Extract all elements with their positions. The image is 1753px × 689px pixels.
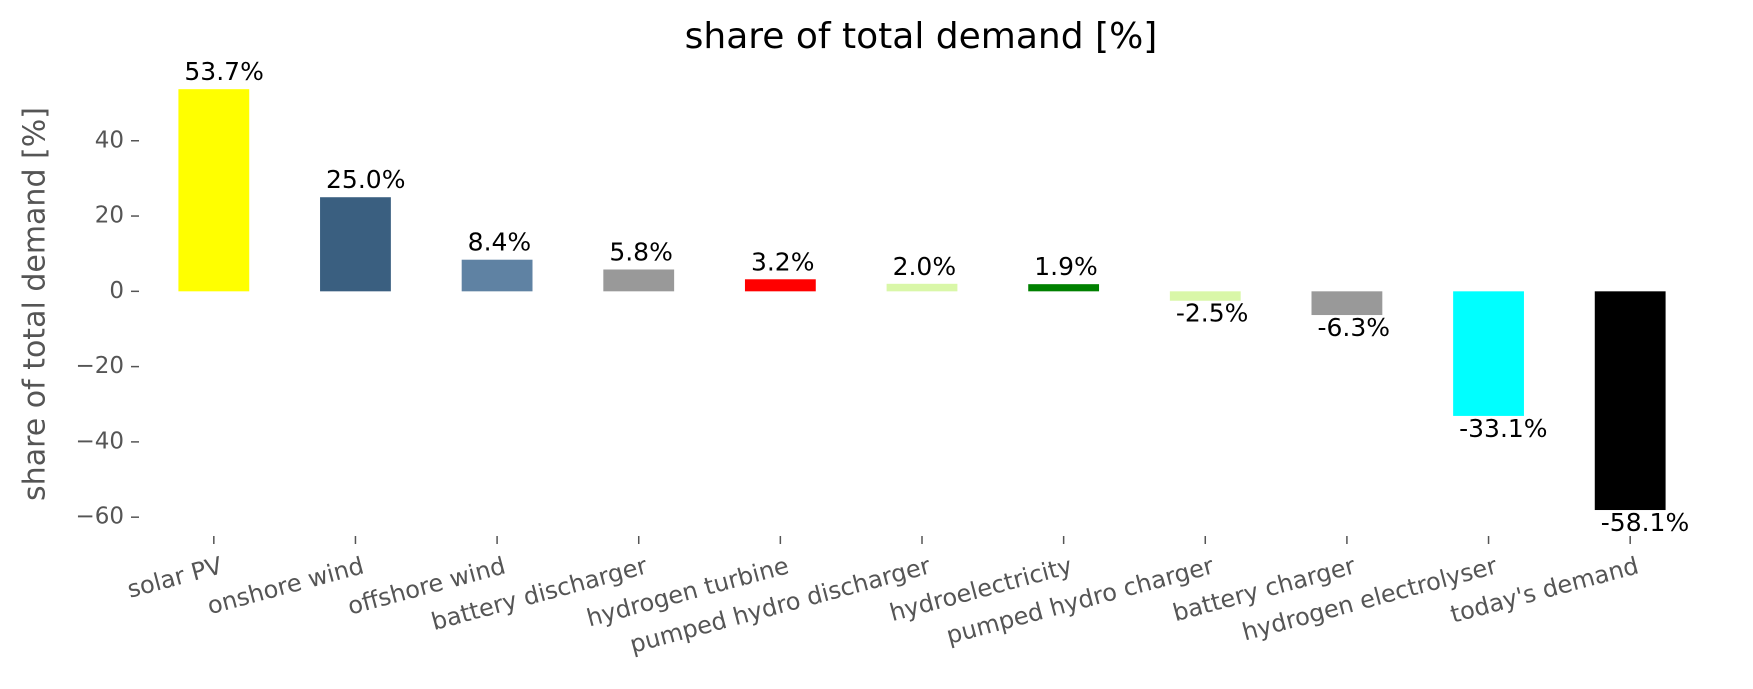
value-label: -6.3% xyxy=(1318,313,1391,342)
value-label: 3.2% xyxy=(751,247,815,276)
y-tick-label: −60 xyxy=(75,504,124,530)
bar xyxy=(603,269,675,292)
bar xyxy=(1169,291,1241,301)
value-label: 53.7% xyxy=(184,57,263,86)
y-tick-label: 40 xyxy=(95,127,124,153)
y-tick-label: −20 xyxy=(75,353,124,379)
value-label: 25.0% xyxy=(326,165,405,194)
value-label: 1.9% xyxy=(1034,252,1098,281)
chart-title: share of total demand [%] xyxy=(685,16,1158,57)
y-tick-label: 20 xyxy=(95,203,124,229)
bar xyxy=(178,89,250,292)
value-label: 2.0% xyxy=(893,252,957,281)
bar xyxy=(1311,291,1383,316)
x-tick-label: onshore wind xyxy=(204,552,367,621)
bar xyxy=(1594,291,1666,511)
bar xyxy=(886,283,958,292)
bar xyxy=(320,197,391,292)
y-tick-label: 0 xyxy=(109,278,124,304)
bar xyxy=(744,279,816,292)
bar xyxy=(1028,284,1100,292)
value-label: 8.4% xyxy=(468,228,532,257)
bar xyxy=(1453,291,1524,416)
bar xyxy=(461,259,533,292)
y-tick-label: −40 xyxy=(75,428,124,454)
value-label: -2.5% xyxy=(1176,299,1249,328)
value-label: -33.1% xyxy=(1459,414,1547,443)
value-label: 5.8% xyxy=(609,237,673,266)
y-axis-label: share of total demand [%] xyxy=(18,107,53,501)
value-label: -58.1% xyxy=(1601,508,1689,537)
